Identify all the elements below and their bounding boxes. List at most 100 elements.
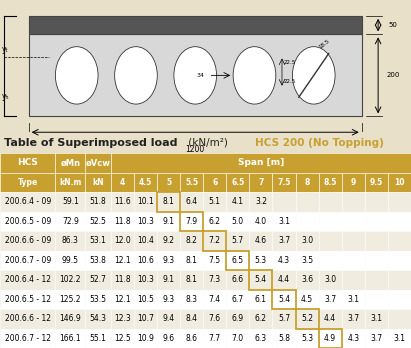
- Text: 53.5: 53.5: [90, 295, 106, 304]
- Text: 8.1: 8.1: [186, 275, 198, 284]
- Text: 3.1: 3.1: [347, 295, 359, 304]
- Text: 12.3: 12.3: [114, 314, 131, 323]
- Text: 7.0: 7.0: [232, 334, 244, 343]
- Bar: [296, 270, 319, 290]
- Text: 4.1: 4.1: [232, 197, 244, 206]
- Bar: [55, 270, 85, 290]
- Bar: [85, 212, 111, 231]
- Bar: [342, 251, 365, 270]
- Bar: [157, 329, 180, 348]
- Bar: [249, 270, 272, 290]
- Text: 8.2: 8.2: [186, 236, 198, 245]
- Bar: [0, 212, 55, 231]
- Bar: [249, 329, 272, 348]
- Bar: [157, 290, 180, 309]
- Bar: [180, 192, 203, 212]
- Bar: [388, 231, 411, 251]
- Bar: [134, 309, 157, 329]
- Text: 5.0: 5.0: [232, 217, 244, 226]
- Text: 8.1: 8.1: [186, 256, 198, 265]
- Bar: [29, 34, 362, 116]
- Text: 5.4: 5.4: [278, 295, 290, 304]
- Bar: [157, 309, 180, 329]
- Bar: [134, 290, 157, 309]
- Text: HCS: HCS: [17, 158, 38, 167]
- Bar: [0, 192, 55, 212]
- Bar: [226, 309, 249, 329]
- Bar: [319, 290, 342, 309]
- Bar: [226, 173, 249, 192]
- Bar: [203, 192, 226, 212]
- Bar: [272, 309, 296, 329]
- Bar: [85, 290, 111, 309]
- Text: 6.5: 6.5: [232, 256, 244, 265]
- Text: 7.5: 7.5: [209, 256, 221, 265]
- Bar: [249, 290, 272, 309]
- Bar: [180, 290, 203, 309]
- Text: øVcw: øVcw: [85, 158, 111, 167]
- Ellipse shape: [233, 47, 276, 104]
- Bar: [203, 173, 226, 192]
- Text: 6.5: 6.5: [231, 178, 245, 187]
- Text: 99.5: 99.5: [62, 256, 79, 265]
- Bar: [85, 251, 111, 270]
- Text: 5.8: 5.8: [278, 334, 290, 343]
- Bar: [296, 309, 319, 329]
- Text: 3.7: 3.7: [278, 236, 290, 245]
- Text: 200.6.6 - 09: 200.6.6 - 09: [5, 236, 51, 245]
- Bar: [272, 290, 296, 309]
- Bar: [55, 212, 85, 231]
- Bar: [203, 231, 226, 251]
- Bar: [180, 251, 203, 270]
- Bar: [55, 251, 85, 270]
- Text: Type: Type: [18, 178, 38, 187]
- Text: 54.3: 54.3: [90, 314, 106, 323]
- Text: 200.6.4 - 12: 200.6.4 - 12: [5, 275, 51, 284]
- Bar: [180, 212, 203, 231]
- Bar: [157, 192, 180, 212]
- Bar: [0, 231, 55, 251]
- Text: 9: 9: [351, 178, 356, 187]
- Bar: [111, 192, 134, 212]
- Text: 50: 50: [388, 22, 397, 28]
- Text: HCS 200 (No Topping): HCS 200 (No Topping): [255, 138, 384, 148]
- Text: 3.6: 3.6: [301, 275, 313, 284]
- Bar: [157, 212, 180, 231]
- Text: 200.6.6 - 12: 200.6.6 - 12: [5, 314, 51, 323]
- Bar: [111, 173, 134, 192]
- Text: 200.6.5 - 09: 200.6.5 - 09: [5, 217, 51, 226]
- Text: 7.5: 7.5: [277, 178, 291, 187]
- Text: 4.3: 4.3: [278, 256, 290, 265]
- Text: 3.1: 3.1: [370, 314, 382, 323]
- Text: 5.5: 5.5: [185, 178, 198, 187]
- Bar: [180, 309, 203, 329]
- Bar: [85, 329, 111, 348]
- Text: 125.2: 125.2: [60, 295, 81, 304]
- Bar: [272, 290, 296, 309]
- Text: 9.1: 9.1: [163, 275, 175, 284]
- Bar: [319, 270, 342, 290]
- Bar: [272, 231, 296, 251]
- Bar: [111, 290, 134, 309]
- Text: 5.7: 5.7: [232, 236, 244, 245]
- Bar: [272, 173, 296, 192]
- Text: 11.8: 11.8: [114, 217, 131, 226]
- Bar: [85, 192, 111, 212]
- Bar: [342, 309, 365, 329]
- Text: 3.7: 3.7: [347, 314, 359, 323]
- Text: 8.6: 8.6: [186, 334, 198, 343]
- Text: 200.6.5 - 12: 200.6.5 - 12: [5, 295, 51, 304]
- Text: 3.1: 3.1: [278, 217, 290, 226]
- Bar: [55, 153, 85, 173]
- Bar: [319, 251, 342, 270]
- Bar: [203, 270, 226, 290]
- Text: 5.3: 5.3: [301, 334, 313, 343]
- Text: 12.0: 12.0: [114, 236, 131, 245]
- Bar: [134, 251, 157, 270]
- Text: 9.6: 9.6: [162, 334, 175, 343]
- Bar: [226, 270, 249, 290]
- Text: 4.0: 4.0: [255, 217, 267, 226]
- Text: 3.0: 3.0: [301, 236, 313, 245]
- Text: 8.4: 8.4: [186, 314, 198, 323]
- Text: 9.1: 9.1: [163, 217, 175, 226]
